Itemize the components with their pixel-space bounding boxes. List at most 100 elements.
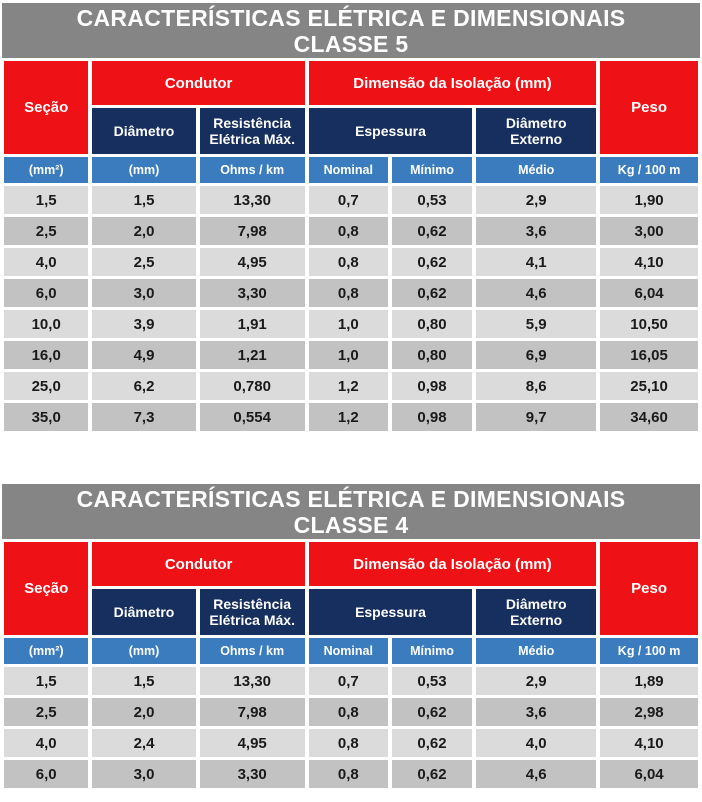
data-cell: 13,30 xyxy=(199,186,305,214)
data-cell: 7,3 xyxy=(92,403,196,431)
table-row: 2,5 2,0 7,98 0,8 0,62 3,6 3,00 xyxy=(4,217,698,245)
data-cell: 2,5 xyxy=(4,217,89,245)
data-cell: 0,62 xyxy=(391,248,473,276)
data-cell: 1,90 xyxy=(600,186,698,214)
group-header-row: Seção Condutor Dimensão da Isolação (mm)… xyxy=(4,542,698,635)
unit-nominal: Nominal xyxy=(308,157,388,183)
table-title-classe-4: CARACTERÍSTICAS ELÉTRICA E DIMENSIONAIS … xyxy=(2,484,700,539)
classe-5-table: Seção Condutor Dimensão da Isolação (mm)… xyxy=(0,58,702,434)
data-cell: 4,0 xyxy=(476,729,597,757)
data-cell: 13,30 xyxy=(199,667,305,695)
data-cell: 2,98 xyxy=(600,698,698,726)
table-row: 2,5 2,0 7,98 0,8 0,62 3,6 2,98 xyxy=(4,698,698,726)
data-cell: 0,62 xyxy=(391,217,473,245)
data-cell: 6,04 xyxy=(600,760,698,788)
col-header-diametro-externo: Diâmetro Externo xyxy=(476,589,597,635)
sub-header-row: Diâmetro Resistência Elétrica Máx. Espes… xyxy=(4,589,698,635)
unit-ohms-km: Ohms / km xyxy=(199,638,305,664)
data-cell: 0,8 xyxy=(308,729,388,757)
group-header-row: Seção Condutor Dimensão da Isolação (mm)… xyxy=(4,61,698,154)
data-cell: 1,5 xyxy=(92,667,196,695)
unit-medio: Médio xyxy=(476,157,597,183)
unit-minimo: Mínimo xyxy=(391,638,473,664)
data-cell: 3,6 xyxy=(476,698,597,726)
col-header-secao: Seção xyxy=(4,61,89,154)
data-cell: 3,0 xyxy=(92,760,196,788)
table-row: 10,0 3,9 1,91 1,0 0,80 5,9 10,50 xyxy=(4,310,698,338)
data-cell: 4,10 xyxy=(600,729,698,757)
table-row: 4,0 2,5 4,95 0,8 0,62 4,1 4,10 xyxy=(4,248,698,276)
data-cell: 6,04 xyxy=(600,279,698,307)
col-header-condutor: Condutor xyxy=(92,61,305,105)
data-cell: 4,95 xyxy=(199,729,305,757)
data-cell: 0,62 xyxy=(391,698,473,726)
data-cell: 6,9 xyxy=(476,341,597,369)
data-cell: 0,80 xyxy=(391,341,473,369)
data-cell: 0,8 xyxy=(308,698,388,726)
data-cell: 16,05 xyxy=(600,341,698,369)
data-cell: 3,00 xyxy=(600,217,698,245)
sub-header-row: Diâmetro Resistência Elétrica Máx. Espes… xyxy=(4,108,698,154)
data-cell: 1,5 xyxy=(4,667,89,695)
data-cell: 9,7 xyxy=(476,403,597,431)
title-line-1: CARACTERÍSTICAS ELÉTRICA E DIMENSIONAIS xyxy=(76,485,626,512)
data-cell: 1,5 xyxy=(92,186,196,214)
title-line-1: CARACTERÍSTICAS ELÉTRICA E DIMENSIONAIS xyxy=(76,4,626,31)
col-header-diametro: Diâmetro xyxy=(92,589,196,635)
data-cell: 3,9 xyxy=(92,310,196,338)
table-row: 6,0 3,0 3,30 0,8 0,62 4,6 6,04 xyxy=(4,760,698,788)
unit-minimo: Mínimo xyxy=(391,157,473,183)
data-cell: 2,5 xyxy=(4,698,89,726)
col-header-dimensao-isolacao: Dimensão da Isolação (mm) xyxy=(308,61,597,105)
table-row: 35,0 7,3 0,554 1,2 0,98 9,7 34,60 xyxy=(4,403,698,431)
data-cell: 1,89 xyxy=(600,667,698,695)
title-line-2: CLASSE 5 xyxy=(293,30,409,57)
classe-4-table-body: 1,5 1,5 13,30 0,7 0,53 2,9 1,89 2,5 2,0 7,98 0,8 0,… xyxy=(4,667,698,788)
data-cell: 0,62 xyxy=(391,729,473,757)
data-cell: 34,60 xyxy=(600,403,698,431)
data-cell: 25,10 xyxy=(600,372,698,400)
data-cell: 1,2 xyxy=(308,403,388,431)
col-header-condutor: Condutor xyxy=(92,542,305,586)
title-line-2: CLASSE 4 xyxy=(293,511,409,538)
data-cell: 0,780 xyxy=(199,372,305,400)
col-header-peso: Peso xyxy=(600,542,698,635)
col-header-dimensao-isolacao: Dimensão da Isolação (mm) xyxy=(308,542,597,586)
unit-kg-100m: Kg / 100 m xyxy=(600,157,698,183)
unit-mm: (mm) xyxy=(92,157,196,183)
data-cell: 6,0 xyxy=(4,279,89,307)
data-cell: 4,10 xyxy=(600,248,698,276)
unit-mm2: (mm²) xyxy=(4,157,89,183)
data-cell: 0,98 xyxy=(391,372,473,400)
data-cell: 0,8 xyxy=(308,279,388,307)
col-header-diametro: Diâmetro xyxy=(92,108,196,154)
data-cell: 10,0 xyxy=(4,310,89,338)
data-cell: 0,98 xyxy=(391,403,473,431)
data-cell: 8,6 xyxy=(476,372,597,400)
data-cell: 4,9 xyxy=(92,341,196,369)
units-row: (mm²) (mm) Ohms / km Nominal Mínimo Médi… xyxy=(4,638,698,664)
data-cell: 4,6 xyxy=(476,279,597,307)
data-cell: 3,30 xyxy=(199,279,305,307)
col-header-peso: Peso xyxy=(600,61,698,154)
data-cell: 0,7 xyxy=(308,667,388,695)
data-cell: 4,0 xyxy=(4,729,89,757)
data-cell: 35,0 xyxy=(4,403,89,431)
data-cell: 4,0 xyxy=(4,248,89,276)
data-cell: 0,554 xyxy=(199,403,305,431)
data-cell: 1,91 xyxy=(199,310,305,338)
col-header-espessura: Espessura xyxy=(308,589,473,635)
classe-4-table: Seção Condutor Dimensão da Isolação (mm)… xyxy=(0,539,702,791)
units-row: (mm²) (mm) Ohms / km Nominal Mínimo Médi… xyxy=(4,157,698,183)
data-cell: 0,53 xyxy=(391,186,473,214)
data-cell: 0,62 xyxy=(391,760,473,788)
data-cell: 16,0 xyxy=(4,341,89,369)
table-row: 16,0 4,9 1,21 1,0 0,80 6,9 16,05 xyxy=(4,341,698,369)
table-row: 1,5 1,5 13,30 0,7 0,53 2,9 1,90 xyxy=(4,186,698,214)
unit-mm2: (mm²) xyxy=(4,638,89,664)
unit-mm: (mm) xyxy=(92,638,196,664)
table-row: 6,0 3,0 3,30 0,8 0,62 4,6 6,04 xyxy=(4,279,698,307)
data-cell: 4,6 xyxy=(476,760,597,788)
unit-ohms-km: Ohms / km xyxy=(199,157,305,183)
